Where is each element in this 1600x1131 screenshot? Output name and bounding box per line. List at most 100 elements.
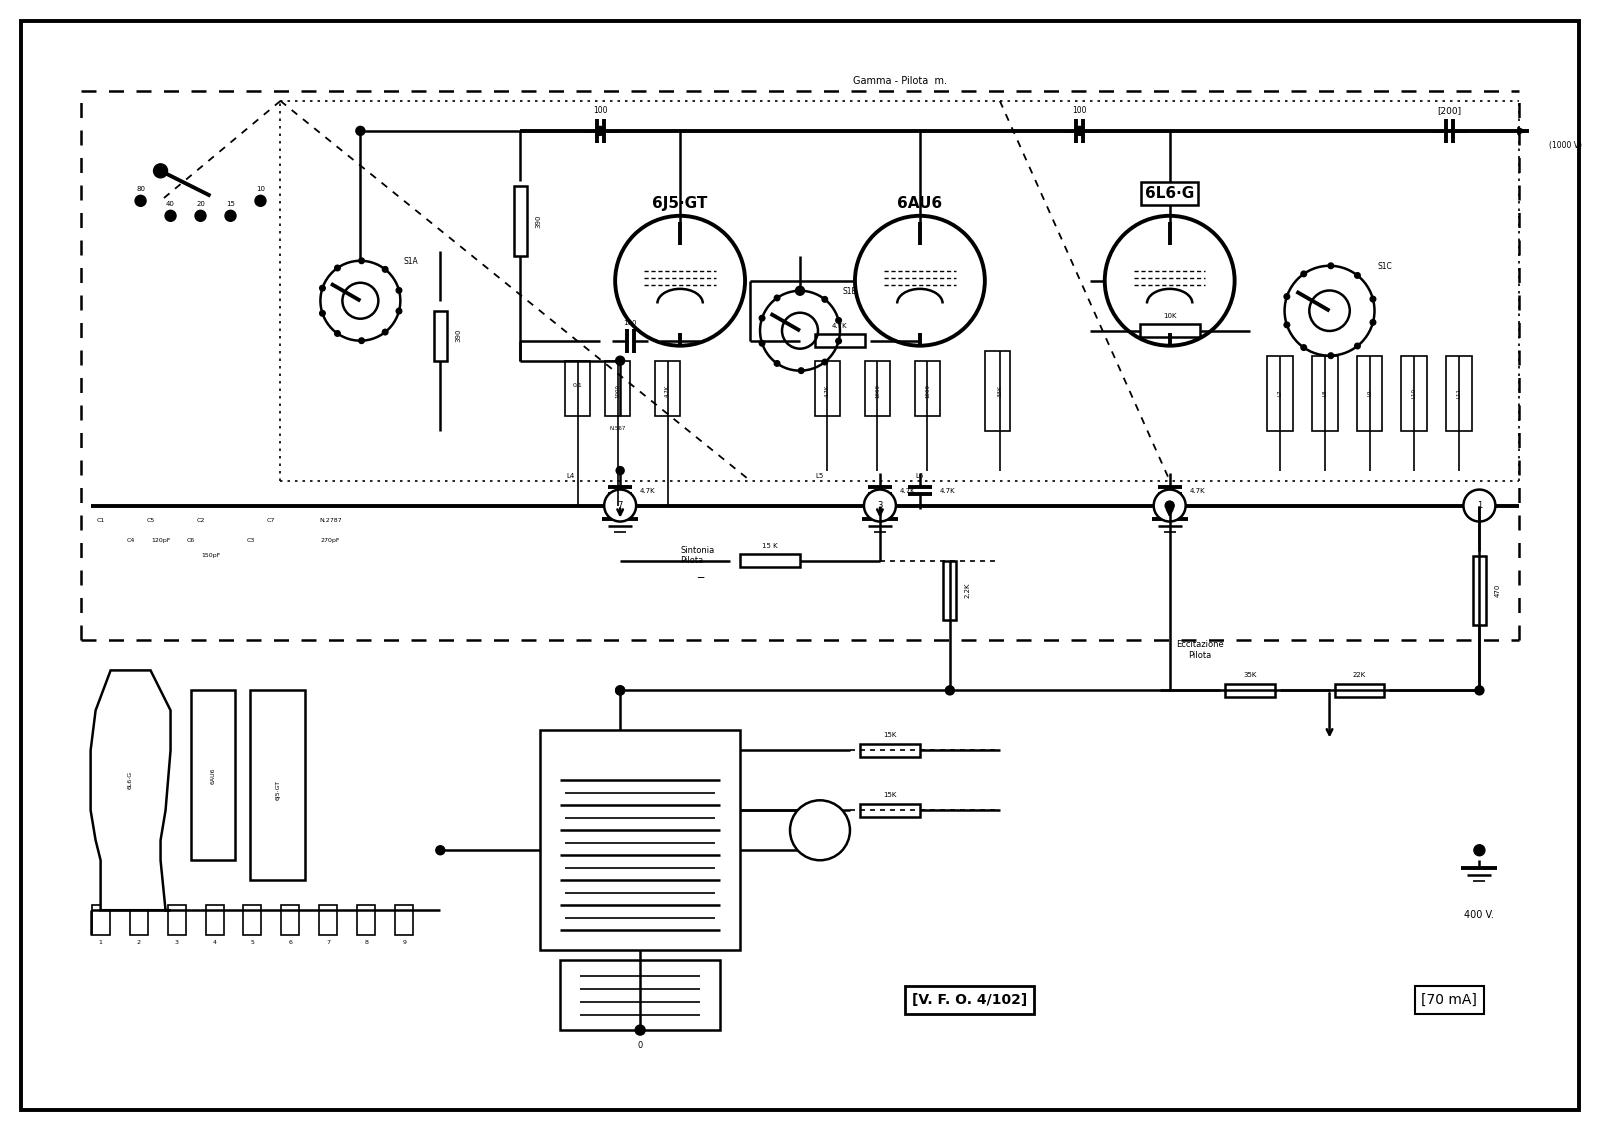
Text: 4.7K: 4.7K (826, 385, 830, 397)
Circle shape (1370, 296, 1376, 302)
Text: C2: C2 (197, 518, 205, 523)
Text: 15K: 15K (883, 793, 896, 798)
Bar (654, 361, 680, 415)
Circle shape (616, 467, 624, 475)
Circle shape (1301, 271, 1307, 277)
Text: S1A: S1A (403, 257, 418, 266)
Text: 0: 0 (637, 1041, 643, 1050)
Bar (434, 311, 446, 361)
Bar (986, 351, 1010, 431)
Text: 100: 100 (594, 106, 608, 115)
Bar (205, 905, 224, 935)
Text: 8: 8 (365, 940, 368, 946)
Text: 7: 7 (326, 940, 331, 946)
Circle shape (134, 196, 146, 206)
Circle shape (382, 267, 387, 273)
Polygon shape (91, 671, 171, 910)
Text: L7: L7 (1277, 390, 1282, 396)
Text: 470: 470 (1494, 584, 1501, 597)
Circle shape (605, 490, 637, 521)
Text: L9: L9 (1366, 390, 1373, 396)
Text: L4: L4 (566, 473, 574, 478)
Circle shape (835, 318, 842, 323)
Circle shape (798, 288, 803, 294)
Circle shape (616, 685, 624, 694)
Circle shape (358, 338, 365, 344)
Circle shape (1165, 501, 1174, 510)
Circle shape (435, 846, 445, 855)
Bar (1312, 355, 1338, 431)
Text: 4.7K: 4.7K (899, 487, 915, 493)
Circle shape (795, 286, 805, 295)
Text: S1C: S1C (1378, 261, 1392, 270)
Text: L10: L10 (1411, 388, 1418, 398)
Text: C4: C4 (126, 538, 134, 543)
Circle shape (790, 801, 850, 861)
Text: 15: 15 (226, 201, 235, 207)
Circle shape (616, 685, 624, 694)
Circle shape (760, 340, 765, 346)
Text: 15 K: 15 K (762, 543, 778, 549)
Text: 4.7K: 4.7K (939, 487, 955, 493)
Bar (1139, 325, 1200, 337)
Circle shape (195, 210, 206, 222)
Text: [70 mA]: [70 mA] (1421, 993, 1477, 1007)
Text: 1: 1 (99, 940, 102, 946)
Bar (1267, 355, 1293, 431)
Text: 6AU6: 6AU6 (211, 767, 216, 784)
Text: 2.2K: 2.2K (965, 582, 971, 598)
Circle shape (822, 360, 827, 365)
Text: 2: 2 (136, 940, 141, 946)
Circle shape (864, 490, 896, 521)
Text: 6L6·G: 6L6·G (1146, 185, 1194, 201)
Bar (565, 361, 590, 415)
Text: 6L6·G: 6L6·G (128, 771, 133, 789)
Bar (320, 905, 338, 935)
Text: 35K: 35K (1243, 673, 1256, 679)
Circle shape (358, 258, 365, 264)
Text: 120pF: 120pF (150, 538, 170, 543)
Circle shape (165, 210, 176, 222)
Circle shape (226, 210, 235, 222)
Text: 5: 5 (251, 940, 254, 946)
Text: S1B: S1B (843, 287, 858, 295)
Text: 1000: 1000 (925, 383, 930, 398)
Circle shape (774, 361, 779, 366)
Text: 6AU6: 6AU6 (898, 197, 942, 211)
Text: 20: 20 (197, 201, 205, 207)
Circle shape (1464, 490, 1496, 521)
Bar (1446, 355, 1472, 431)
Text: Sintonia
Pilota: Sintonia Pilota (680, 545, 714, 564)
Bar (243, 905, 261, 935)
Text: N.567: N.567 (610, 425, 626, 431)
Bar (130, 905, 147, 935)
Circle shape (334, 265, 341, 270)
Text: 9: 9 (402, 940, 406, 946)
Text: 15K: 15K (883, 733, 896, 739)
Circle shape (1474, 845, 1485, 856)
Circle shape (397, 309, 402, 314)
Bar (251, 690, 306, 880)
Text: 4: 4 (213, 940, 216, 946)
Text: 3: 3 (174, 940, 179, 946)
Text: 270pF: 270pF (320, 538, 341, 543)
Circle shape (774, 295, 779, 301)
Text: 33K: 33K (997, 385, 1002, 397)
Bar (605, 361, 630, 415)
Circle shape (835, 338, 842, 344)
Text: Gamma - Pilota  m.: Gamma - Pilota m. (853, 76, 947, 86)
Circle shape (1370, 320, 1376, 325)
Circle shape (320, 285, 325, 291)
Bar (944, 561, 957, 621)
Text: 4.7K: 4.7K (640, 487, 656, 493)
Bar (282, 905, 299, 935)
Text: 4.7K: 4.7K (832, 322, 848, 329)
Text: 3: 3 (877, 501, 883, 510)
Bar (190, 690, 235, 861)
Circle shape (334, 330, 341, 336)
Text: 10: 10 (256, 185, 266, 192)
Bar (168, 905, 186, 935)
Text: 6J5·GT: 6J5·GT (653, 197, 707, 211)
Text: 1: 1 (1477, 501, 1482, 510)
Circle shape (595, 127, 605, 136)
